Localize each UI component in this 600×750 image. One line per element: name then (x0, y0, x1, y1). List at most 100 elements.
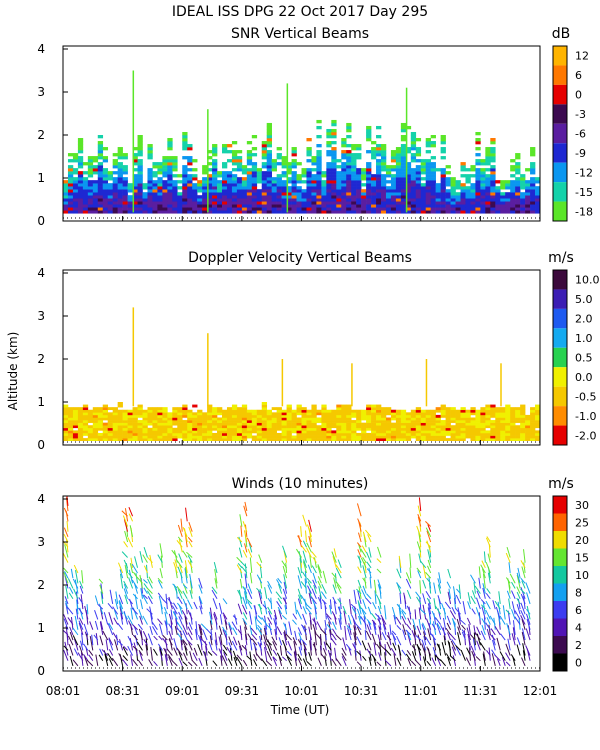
wind-barb (421, 623, 427, 636)
snr-cell (157, 201, 163, 205)
wind-barb (489, 615, 496, 625)
doppler-cell (351, 422, 357, 426)
doppler-cell (405, 414, 412, 418)
snr-cell (410, 135, 417, 139)
snr-cell (336, 183, 342, 187)
y-tick-label: 4 (37, 266, 45, 280)
doppler-cell (400, 438, 407, 441)
wind-barb (244, 543, 248, 553)
snr-cell (222, 210, 228, 214)
snr-cell (202, 192, 208, 196)
doppler-cell (256, 417, 263, 421)
wind-barb (418, 497, 422, 512)
wind-barb (198, 623, 203, 630)
wind-barb (426, 540, 432, 553)
doppler-cell (152, 425, 158, 429)
snr-cell (395, 147, 402, 151)
wind-barb (452, 586, 457, 599)
snr-cell (445, 180, 451, 184)
wind-barb (123, 580, 129, 589)
snr-cell (167, 171, 173, 175)
snr-cell (226, 198, 233, 202)
snr-cell (217, 186, 223, 190)
snr-cell (515, 198, 521, 202)
wind-barb (386, 634, 392, 641)
snr-cell (182, 138, 188, 142)
wind-barb (108, 612, 114, 625)
wind-barb (324, 605, 327, 620)
doppler-cell (77, 422, 84, 426)
wind-barb (481, 560, 486, 569)
doppler-cell (212, 412, 218, 416)
doppler-cell (261, 407, 268, 411)
doppler-cell (87, 432, 94, 436)
doppler-cell (132, 422, 138, 426)
wind-barb (84, 605, 89, 620)
doppler-cell (490, 430, 496, 434)
wind-barb (347, 627, 352, 641)
doppler-cell (217, 435, 223, 439)
doppler-cell (222, 435, 228, 439)
wind-barb (360, 616, 367, 625)
snr-cell (192, 174, 198, 178)
wind-barb (416, 525, 422, 538)
doppler-cell (460, 420, 466, 423)
snr-cell (490, 138, 496, 142)
snr-cell (296, 204, 302, 208)
wind-barb (359, 650, 362, 661)
snr-cell (490, 159, 496, 163)
doppler-cell (112, 407, 118, 411)
snr-cell (376, 150, 382, 154)
snr-cell (455, 207, 461, 211)
wind-barb (492, 600, 496, 610)
snr-cell (157, 165, 163, 169)
doppler-cell (460, 417, 466, 421)
doppler-cell (107, 435, 113, 439)
doppler-cell (336, 420, 342, 423)
wind-barb (113, 617, 119, 625)
wind-barb (103, 612, 109, 625)
snr-cell (381, 183, 387, 187)
doppler-cell (271, 417, 277, 421)
snr-cell (117, 147, 123, 151)
colorbar-label: 8 (575, 586, 582, 599)
snr-cell (440, 171, 446, 175)
snr-cell (167, 183, 173, 187)
snr-cell (440, 174, 446, 178)
doppler-cell (162, 438, 168, 441)
doppler-cell (157, 432, 163, 436)
snr-cell (256, 195, 263, 199)
doppler-cell (336, 427, 342, 431)
wind-barb (302, 658, 307, 667)
wind-barb (267, 639, 273, 651)
snr-cell (331, 198, 337, 202)
snr-cell (500, 207, 506, 211)
wind-barb (522, 650, 526, 661)
colorbar-swatch (553, 65, 567, 85)
doppler-cell (361, 409, 367, 413)
snr-cell (187, 147, 193, 151)
wind-barb (243, 505, 248, 517)
wind-barb (64, 596, 69, 605)
doppler-cell (236, 422, 243, 426)
colorbar-label: 20 (575, 534, 589, 547)
doppler-cell (137, 409, 143, 413)
snr-cell (276, 162, 282, 166)
snr-cell (475, 195, 481, 199)
snr-cell (341, 174, 347, 178)
wind-barb (303, 648, 307, 661)
snr-cell (425, 174, 431, 178)
doppler-cell (400, 417, 407, 421)
doppler-cell (321, 414, 327, 418)
wind-barb (112, 606, 119, 615)
doppler-cell (381, 417, 387, 421)
snr-cell (366, 135, 372, 139)
doppler-cell (162, 425, 168, 429)
snr-cell (435, 201, 441, 205)
snr-cell (480, 189, 486, 193)
doppler-cell (231, 404, 238, 408)
wind-barb (526, 613, 531, 625)
wind-barb (207, 651, 213, 656)
wind-barb (157, 577, 163, 584)
snr-cell (107, 207, 113, 211)
